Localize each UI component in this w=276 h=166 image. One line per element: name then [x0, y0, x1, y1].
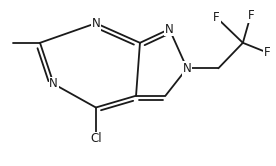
- Text: N: N: [183, 62, 191, 75]
- Text: F: F: [213, 11, 220, 24]
- Text: F: F: [247, 9, 254, 22]
- Text: N: N: [165, 23, 174, 36]
- Text: N: N: [49, 78, 58, 90]
- Text: Cl: Cl: [90, 132, 102, 145]
- Text: N: N: [91, 17, 100, 30]
- Text: F: F: [264, 46, 271, 59]
